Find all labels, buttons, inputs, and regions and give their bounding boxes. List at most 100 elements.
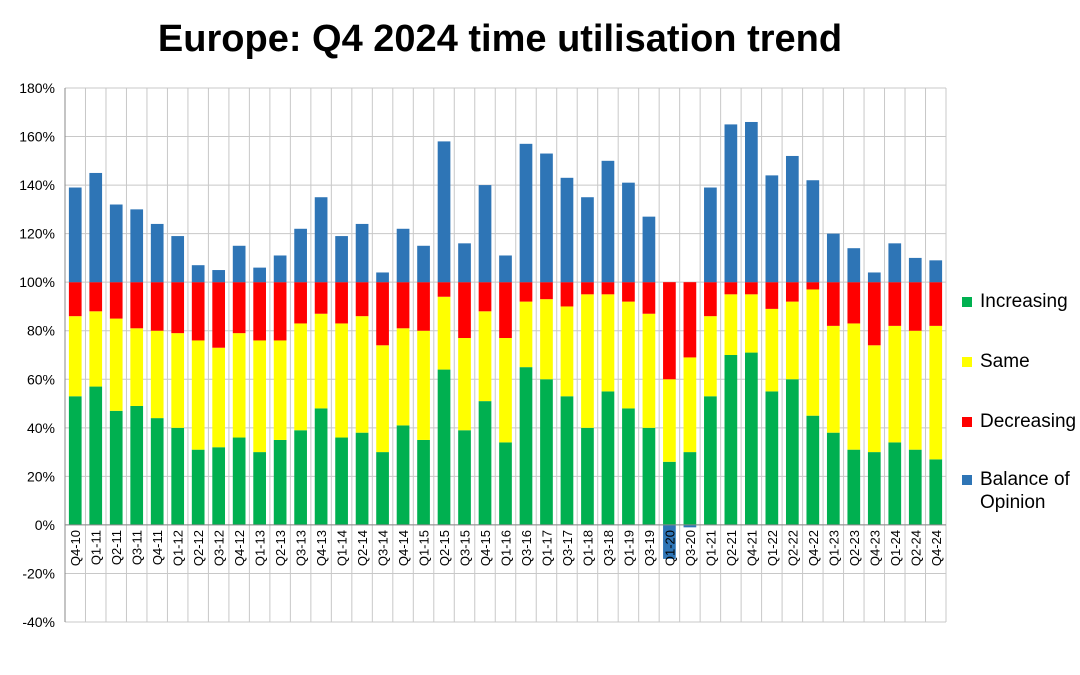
bar-balance-of-opinion bbox=[417, 245, 430, 283]
bar-balance-of-opinion bbox=[458, 243, 471, 283]
x-tick-label: Q3-20 bbox=[683, 530, 698, 566]
bar-increasing bbox=[294, 430, 307, 525]
bar-decreasing bbox=[601, 282, 615, 295]
bar-increasing bbox=[581, 427, 594, 525]
bar-increasing bbox=[335, 437, 348, 525]
bar-balance-of-opinion bbox=[745, 121, 758, 283]
y-tick-label: 180% bbox=[19, 80, 55, 96]
x-tick-label: Q1-18 bbox=[580, 530, 595, 566]
bar-increasing bbox=[888, 442, 902, 525]
x-tick-label: Q1-24 bbox=[888, 530, 903, 566]
bar-decreasing bbox=[888, 282, 902, 326]
bar-increasing bbox=[704, 396, 717, 525]
bar-same bbox=[908, 330, 922, 450]
bar-balance-of-opinion bbox=[171, 236, 185, 283]
y-tick-label: 140% bbox=[19, 177, 55, 193]
x-tick-labels: Q4-10 Q1-11 Q2-11 Q3-11 Q4-11 Q1-12 Q2-12 Q3-12… bbox=[68, 530, 944, 566]
x-tick-label: Q3-15 bbox=[458, 530, 473, 566]
bar-increasing bbox=[253, 452, 266, 525]
bar-decreasing bbox=[806, 282, 820, 290]
bar-balance-of-opinion bbox=[663, 524, 676, 559]
x-tick-label: Q2-15 bbox=[437, 530, 452, 566]
bar-decreasing bbox=[499, 282, 512, 339]
x-tick-label: Q2-14 bbox=[355, 530, 370, 566]
bar-same bbox=[540, 299, 553, 380]
bars bbox=[68, 121, 943, 559]
bar-same bbox=[847, 323, 861, 450]
bar-balance-of-opinion bbox=[601, 160, 615, 283]
bar-same bbox=[581, 294, 594, 428]
x-tick-label: Q1-17 bbox=[539, 530, 554, 566]
bar-balance-of-opinion bbox=[560, 177, 574, 283]
bar-balance-of-opinion bbox=[704, 187, 717, 283]
bar-decreasing bbox=[663, 282, 676, 380]
x-tick-label: Q1-19 bbox=[621, 530, 636, 566]
bar-decreasing bbox=[785, 282, 799, 302]
x-tick-label: Q4-15 bbox=[478, 530, 493, 566]
bar-increasing bbox=[130, 405, 144, 525]
bar-increasing bbox=[109, 410, 123, 525]
legend-label-balance-of-opinion: Balance of Opinion bbox=[980, 469, 1070, 513]
bar-increasing bbox=[826, 432, 840, 525]
bar-increasing bbox=[745, 352, 758, 525]
y-tick-label: 120% bbox=[19, 226, 55, 242]
bar-decreasing bbox=[765, 282, 779, 309]
bar-balance-of-opinion bbox=[294, 228, 307, 283]
bar-same bbox=[704, 316, 717, 397]
y-tick-label: -20% bbox=[22, 565, 55, 581]
bar-same bbox=[171, 333, 185, 428]
legend-item-decreasing: Decreasing bbox=[962, 410, 1080, 433]
bar-increasing bbox=[150, 418, 164, 525]
legend-item-increasing: Increasing bbox=[962, 290, 1080, 313]
bar-same bbox=[560, 306, 574, 397]
x-tick-label: Q4-14 bbox=[396, 530, 411, 566]
bar-decreasing bbox=[826, 282, 840, 326]
bar-decreasing bbox=[540, 282, 553, 300]
bar-increasing bbox=[212, 447, 226, 525]
bar-increasing bbox=[458, 430, 471, 525]
x-tick-label: Q4-11 bbox=[150, 530, 165, 565]
bar-decreasing bbox=[314, 282, 328, 314]
legend-label-same: Same bbox=[980, 351, 1030, 372]
bar-same bbox=[417, 330, 430, 440]
bar-increasing bbox=[519, 367, 533, 525]
bar-increasing bbox=[724, 355, 738, 525]
bar-same bbox=[478, 311, 492, 402]
bar-increasing bbox=[540, 379, 553, 525]
bar-balance-of-opinion bbox=[622, 182, 635, 283]
bar-increasing bbox=[232, 437, 246, 525]
bar-same bbox=[150, 330, 164, 419]
bar-balance-of-opinion bbox=[499, 255, 512, 283]
bar-increasing bbox=[929, 459, 943, 525]
bar-increasing bbox=[273, 439, 287, 525]
bar-balance-of-opinion bbox=[109, 204, 123, 283]
bar-increasing bbox=[68, 396, 82, 525]
legend-item-balance-of-opinion: Balance of Opinion bbox=[962, 468, 1080, 514]
bar-balance-of-opinion bbox=[130, 209, 144, 283]
bar-balance-of-opinion bbox=[314, 197, 328, 283]
x-tick-label: Q2-24 bbox=[908, 530, 923, 566]
bar-increasing bbox=[355, 432, 369, 525]
bar-same bbox=[622, 301, 635, 409]
bar-decreasing bbox=[683, 282, 697, 358]
bar-decreasing bbox=[908, 282, 922, 331]
bar-balance-of-opinion bbox=[540, 153, 553, 283]
bar-balance-of-opinion bbox=[478, 185, 492, 283]
bar-increasing bbox=[847, 449, 861, 525]
bar-decreasing bbox=[478, 282, 492, 312]
x-tick-label: Q4-23 bbox=[867, 530, 882, 566]
bar-decreasing bbox=[560, 282, 574, 307]
legend-swatch-increasing bbox=[962, 297, 972, 307]
y-tick-label: 80% bbox=[27, 323, 55, 339]
bar-same bbox=[89, 311, 103, 387]
x-tick-label: Q1-16 bbox=[499, 530, 514, 566]
bar-increasing bbox=[478, 401, 492, 525]
bar-same bbox=[867, 345, 881, 453]
bar-increasing bbox=[417, 439, 430, 525]
bar-same bbox=[826, 325, 840, 433]
bar-balance-of-opinion bbox=[908, 257, 922, 283]
bar-same bbox=[519, 301, 533, 368]
bar-decreasing bbox=[437, 282, 451, 297]
legend-swatch-same bbox=[962, 357, 972, 367]
bar-decreasing bbox=[253, 282, 266, 341]
